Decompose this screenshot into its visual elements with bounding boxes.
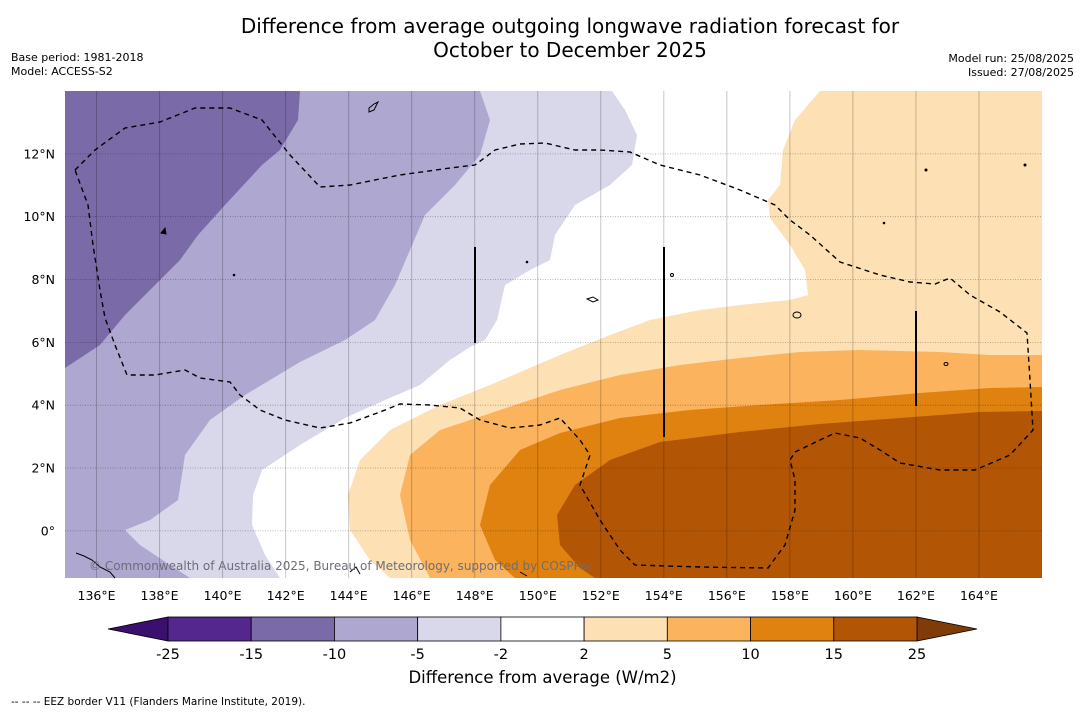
x-tick-label: 156°E xyxy=(708,588,746,603)
x-tick-label: 160°E xyxy=(834,588,872,603)
copyright-text: © Commonwealth of Australia 2025, Bureau… xyxy=(89,559,594,573)
islands xyxy=(75,100,1027,579)
x-tick-label: 148°E xyxy=(456,588,494,603)
meta-right: Model run: 25/08/2025 Issued: 27/08/2025 xyxy=(948,52,1074,80)
eez-footnote: -- -- -- EEZ border V11 (Flanders Marine… xyxy=(11,696,306,708)
eez-borders xyxy=(74,107,1034,569)
model-run: Model run: 25/08/2025 xyxy=(948,52,1074,65)
island-9 xyxy=(232,273,236,277)
x-tick-label: 144°E xyxy=(330,588,368,603)
island-10 xyxy=(525,260,529,264)
colorbar-bin xyxy=(417,616,502,642)
island-5 xyxy=(943,362,949,366)
island-8 xyxy=(519,571,528,577)
colorbar-bin xyxy=(250,616,335,642)
island-1 xyxy=(368,100,380,113)
colorbar-label: 15 xyxy=(825,647,843,663)
island-11 xyxy=(670,273,674,277)
issued-date: Issued: 27/08/2025 xyxy=(967,66,1074,79)
x-tick-label: 142°E xyxy=(267,588,305,603)
y-tick-label: 6°N xyxy=(31,335,55,350)
x-tick-label: 158°E xyxy=(771,588,809,603)
y-tick-label: 10°N xyxy=(23,209,55,224)
model-name: Model: ACCESS-S2 xyxy=(11,65,113,78)
x-tick-label: 140°E xyxy=(204,588,242,603)
colorbar-bin xyxy=(750,616,835,642)
field-minus-15-to-minus-10 xyxy=(65,91,300,368)
colorbar-bin xyxy=(167,616,252,642)
island-14 xyxy=(882,221,886,225)
field-15-to-25 xyxy=(557,411,1042,578)
island-3 xyxy=(585,296,600,303)
x-tick-label: 146°E xyxy=(393,588,431,603)
colorbar-extend-high xyxy=(916,616,978,642)
y-tick-label: 12°N xyxy=(23,146,55,161)
colorbar-bin xyxy=(666,616,751,642)
colorbar-bin xyxy=(334,616,419,642)
base-period: Base period: 1981-2018 xyxy=(11,51,144,64)
eez-border-west xyxy=(74,107,1034,569)
colorbar-bin xyxy=(500,616,585,642)
island-2 xyxy=(160,226,167,235)
x-tick-label: 152°E xyxy=(582,588,620,603)
x-tick-label: 162°E xyxy=(897,588,935,603)
colorbar-title: Difference from average (W/m2) xyxy=(408,668,677,687)
anomaly-fields xyxy=(65,91,1042,578)
colorbar-label: -5 xyxy=(410,647,424,663)
colorbar-label: 5 xyxy=(663,647,672,663)
colorbar-label: -10 xyxy=(323,647,347,663)
x-tick-label: 164°E xyxy=(960,588,998,603)
island-12 xyxy=(1023,163,1027,167)
y-tick-label: 0° xyxy=(41,523,55,538)
colorbar-bin xyxy=(583,616,668,642)
colorbar-label: 10 xyxy=(741,647,759,663)
x-tick-label: 154°E xyxy=(645,588,683,603)
y-tick-label: 8°N xyxy=(31,272,55,287)
colorbar-bin xyxy=(833,616,918,642)
x-tick-label: 136°E xyxy=(78,588,116,603)
colorbar: -25 -15 -10 -5 -2 2 5 10 15 25 xyxy=(107,616,978,663)
y-tick-label: 2°N xyxy=(31,461,55,476)
island-6 xyxy=(75,552,116,579)
graticule xyxy=(65,91,1042,578)
island-7 xyxy=(349,566,361,575)
colorbar-label: 2 xyxy=(579,647,588,663)
y-tick-label: 4°N xyxy=(31,398,55,413)
x-tick-label: 150°E xyxy=(519,588,557,603)
island-4 xyxy=(792,311,802,319)
colorbar-label: -25 xyxy=(156,647,180,663)
boundary-lines xyxy=(474,247,917,437)
colorbar-label: 25 xyxy=(908,647,926,663)
colorbar-extend-low xyxy=(107,616,169,642)
map-title: Difference from average outgoing longwav… xyxy=(0,14,1085,62)
colorbar-label: -15 xyxy=(239,647,263,663)
island-13 xyxy=(924,168,928,172)
x-tick-label: 138°E xyxy=(141,588,179,603)
y-axis-ticks: 12°N 10°N 8°N 6°N 4°N 2°N 0° xyxy=(23,146,55,538)
title-line-2: October to December 2025 xyxy=(433,38,707,62)
colorbar-label: -2 xyxy=(494,647,508,663)
title-line-1: Difference from average outgoing longwav… xyxy=(240,14,900,38)
x-axis-ticks: 136°E 138°E 140°E 142°E 144°E 146°E 148°E 150°E… xyxy=(78,588,999,603)
meta-left: Base period: 1981-2018 Model: ACCESS-S2 xyxy=(11,51,143,79)
